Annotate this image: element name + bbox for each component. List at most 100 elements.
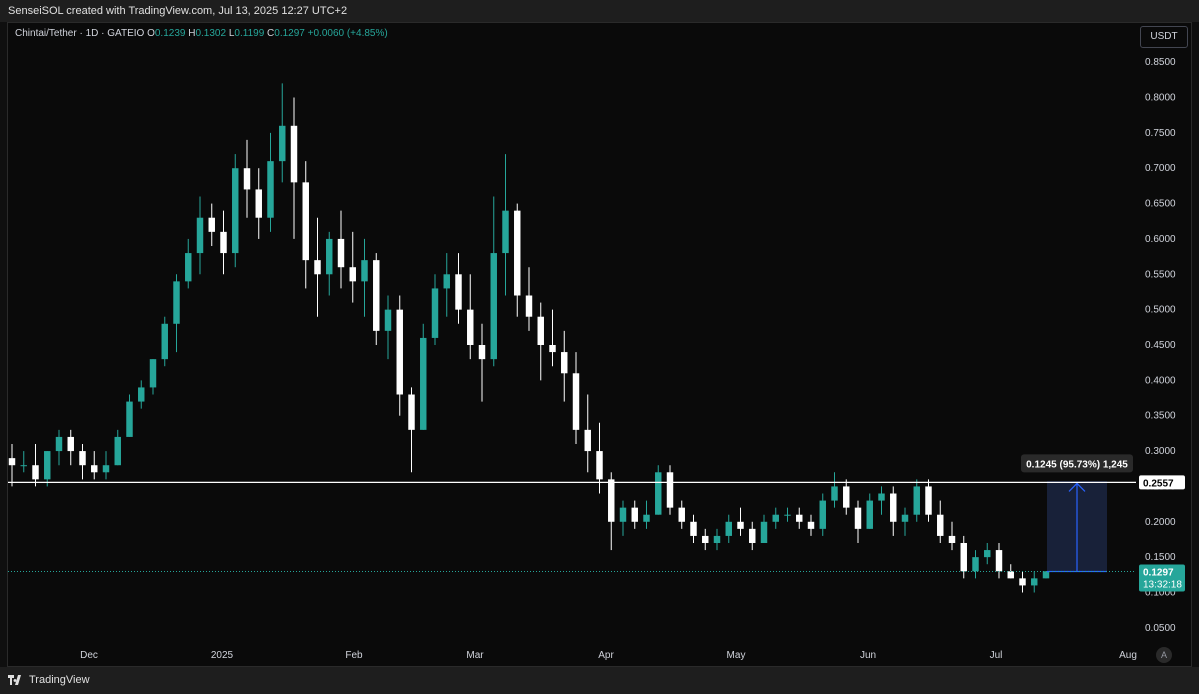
candle-body (349, 267, 356, 282)
tradingview-brand: TradingView (29, 674, 90, 686)
candle-body (337, 238, 345, 268)
candle-body (690, 521, 697, 536)
price-tick-label: 0.0500 (1145, 623, 1176, 634)
change-value: +0.0060 (+4.85%) (307, 28, 388, 39)
candle-body (925, 486, 932, 515)
price-tick-label: 0.5000 (1145, 305, 1176, 316)
candle-body (185, 253, 192, 282)
candle-body (913, 486, 920, 515)
footer-bar (0, 667, 1199, 694)
candle-body (678, 507, 685, 522)
candle-body (220, 231, 227, 254)
currency-button[interactable]: USDT (1140, 26, 1188, 48)
candles (8, 83, 1050, 593)
measure-label-box (1021, 454, 1133, 473)
candle-body (361, 260, 368, 282)
candle-body (972, 557, 979, 572)
close-value: 0.1297 (274, 28, 305, 39)
candle-body (619, 507, 627, 522)
price-tick-label: 0.8500 (1145, 57, 1176, 68)
tradingview-logo-icon (8, 675, 24, 685)
candle-body (819, 500, 826, 529)
candle-body (326, 238, 333, 275)
candle-body (1007, 571, 1014, 579)
candle-body (232, 168, 239, 254)
open-value: 0.1239 (154, 28, 186, 39)
candle-body (984, 550, 991, 558)
candle-body (584, 429, 591, 452)
candle-body (32, 465, 39, 480)
measure-label: 0.1245 (95.73%) 1,245 (1026, 459, 1128, 470)
time-tick-label: Feb (345, 650, 363, 661)
candle-body (91, 465, 98, 473)
candle-body (831, 486, 838, 501)
candle-body (937, 514, 944, 536)
candle-body (890, 493, 897, 522)
time-tick-label: Jul (990, 650, 1003, 661)
low-label: L (228, 28, 235, 39)
price-tick-label: 0.1000 (1145, 588, 1176, 599)
candle-body (314, 260, 321, 275)
open-label: O (147, 28, 155, 39)
measure-arrow-head (1068, 482, 1086, 492)
candle-body (478, 345, 486, 360)
candle-body (796, 514, 803, 522)
candle-body (208, 217, 215, 232)
candle-body (455, 274, 462, 310)
candle-body (514, 210, 521, 296)
price-tick-label: 0.4500 (1145, 340, 1176, 351)
candle-body (843, 486, 850, 508)
candle-body (596, 451, 603, 480)
candle-body (901, 514, 909, 522)
candle-body (995, 550, 1003, 572)
current-price-label: 0.1297 (1143, 567, 1174, 578)
candle-body (102, 465, 110, 473)
candle-body (502, 210, 509, 254)
candle-body (490, 253, 497, 360)
price-tick-label: 0.7500 (1145, 128, 1176, 139)
price-tick-label: 0.8000 (1145, 93, 1176, 104)
candle-body (126, 401, 133, 437)
time-axis: Dec 2025 Feb Mar Apr May Jun Jul Aug (80, 650, 1137, 661)
candle-body (1042, 571, 1050, 579)
auto-scale-button[interactable]: A (1156, 647, 1172, 663)
candle-body (702, 535, 709, 543)
candle-body (960, 543, 967, 572)
candle-body (114, 436, 121, 466)
candle-body (196, 217, 204, 254)
candle-body (243, 168, 251, 190)
header-caption: SenseiSOL created with TradingView.com, … (8, 5, 348, 17)
candle-body (572, 373, 580, 430)
price-tick-label: 0.3500 (1145, 411, 1176, 422)
candle-body (420, 337, 427, 430)
candle-body (608, 479, 615, 522)
level-price-tag (1139, 475, 1185, 490)
candle-body (431, 288, 439, 338)
candle-body (666, 472, 674, 508)
candle-body (302, 182, 309, 261)
level-price-label: 0.2557 (1143, 478, 1174, 489)
candle-body (948, 535, 956, 543)
chart-frame (7, 22, 1192, 667)
time-tick-label: 2025 (211, 650, 234, 661)
time-tick-label: May (727, 650, 746, 661)
candle-body (55, 436, 63, 452)
candle-body (290, 125, 298, 183)
countdown-label: 13:32:18 (1143, 579, 1182, 590)
time-tick-label: Aug (1119, 650, 1137, 661)
candle-body (20, 465, 27, 467)
candle-body (631, 507, 638, 522)
price-tick-label: 0.6000 (1145, 234, 1176, 245)
tradingview-logo[interactable]: TradingView (8, 674, 90, 686)
header-bar: SenseiSOL created with TradingView.com, … (0, 0, 1199, 22)
price-tick-label: 0.1500 (1145, 552, 1176, 563)
time-tick-label: Mar (466, 650, 484, 661)
high-value: 0.1302 (195, 28, 227, 39)
time-tick-label: Apr (598, 650, 614, 661)
candle-body (1019, 578, 1026, 586)
candle-body (467, 309, 474, 345)
price-tick-label: 0.7000 (1145, 163, 1176, 174)
candle-body (67, 436, 74, 452)
candle-body (866, 500, 873, 529)
